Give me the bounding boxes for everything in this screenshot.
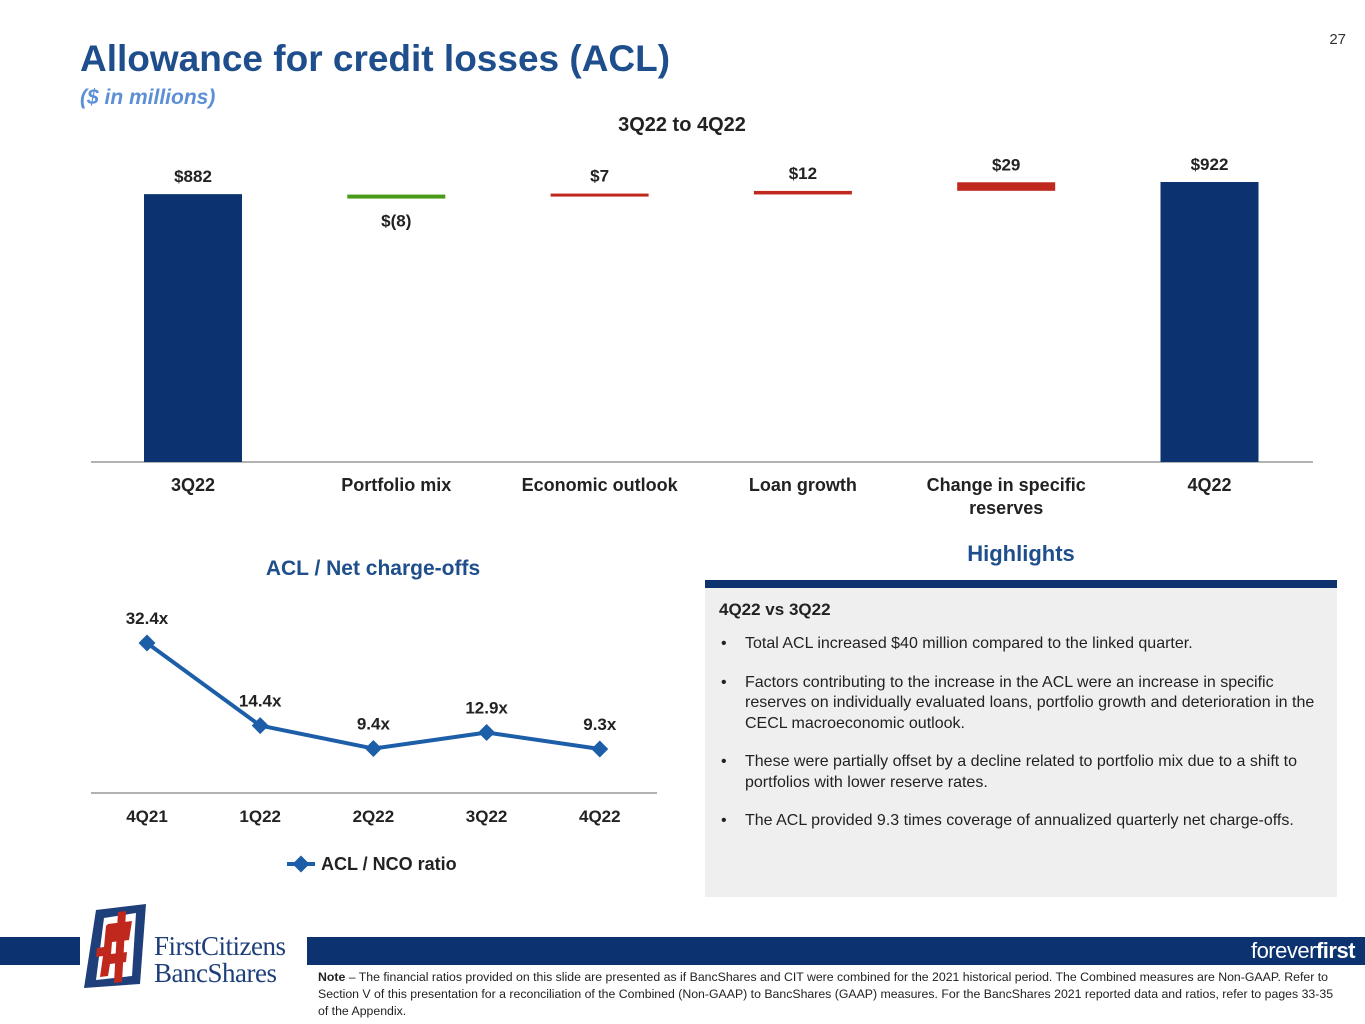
footer-bar [307,937,1365,965]
data-label: 9.3x [583,715,617,734]
x-tick-label: 3Q22 [466,807,508,826]
data-point-marker [364,740,382,758]
acl-nco-line-chart: ACL / Net charge-offs 32.4x 4Q21 14.4x 1Q22 9… [91,557,657,874]
first-citizens-logo-icon [84,904,146,988]
waterfall-bar [1160,182,1259,462]
data-point-marker [591,740,609,758]
waterfall-bar [753,190,852,195]
waterfall-category-label: Change in specific [927,475,1086,495]
logo-line2: BancShares [154,958,277,988]
data-label: 32.4x [126,609,169,628]
tagline: foreverfirst [1250,938,1356,964]
waterfall-value-label: $12 [789,164,817,183]
waterfall-value-label: $29 [992,155,1020,174]
waterfall-bar [347,194,446,199]
highlights-top-bar [705,580,1337,588]
waterfall-chart: 3Q22 to 4Q22 $882 3Q22 $(8) Portfolio mix $7 E… [91,114,1313,518]
highlights-panel: 4Q22 vs 3Q22 Total ACL increased $40 mil… [705,588,1337,897]
tagline-forever: forever [1250,938,1316,963]
logo-wordmark: FirstCitizens BancShares [154,933,286,987]
footer-bar-left [0,937,80,965]
waterfall-bar [550,193,649,197]
data-label: 12.9x [465,698,508,717]
waterfall-category-label: reserves [969,498,1043,518]
data-point-marker [138,634,156,652]
waterfall-category-label: 4Q22 [1187,475,1231,495]
logo-line1: FirstCitizens [154,931,286,961]
waterfall-value-label: $882 [174,167,212,186]
footnote-label: Note [318,970,346,984]
line-chart-title: ACL / Net charge-offs [266,557,480,580]
waterfall-value-label: $(8) [381,212,411,231]
waterfall-value-label: $922 [1191,155,1229,174]
page-number: 27 [1329,31,1346,48]
waterfall-category-label: Economic outlook [522,475,679,495]
highlights-list: Total ACL increased $40 million compared… [719,634,1321,832]
waterfall-title: 3Q22 to 4Q22 [618,114,746,136]
waterfall-bar [144,194,242,462]
x-tick-label: 1Q22 [239,807,281,826]
waterfall-bar [957,182,1056,191]
page-title: Allowance for credit losses (ACL) [80,38,671,79]
waterfall-category-label: 3Q22 [171,475,215,495]
data-point-marker [251,717,269,735]
legend-label: ACL / NCO ratio [321,854,457,874]
highlights-title: Highlights [967,541,1075,566]
highlight-bullet: The ACL provided 9.3 times coverage of a… [719,811,1321,832]
x-tick-label: 2Q22 [353,807,395,826]
footnote: Note – The financial ratios provided on … [318,969,1338,1020]
legend-marker-swatch [292,855,310,873]
highlight-bullet: Factors contributing to the increase in … [719,673,1321,735]
x-tick-label: 4Q21 [126,807,168,826]
x-tick-label: 4Q22 [579,807,621,826]
waterfall-value-label: $7 [590,167,609,186]
highlight-bullet: Total ACL increased $40 million compared… [719,634,1321,655]
tagline-first: first [1315,938,1356,963]
waterfall-category-label: Loan growth [749,475,857,495]
data-label: 9.4x [357,715,391,734]
data-label: 14.4x [239,692,282,711]
waterfall-category-label: Portfolio mix [341,475,451,495]
highlight-bullet: These were partially offset by a decline… [719,752,1321,793]
page-subtitle: ($ in millions) [80,86,216,109]
data-point-marker [478,723,496,741]
footnote-text: – The financial ratios provided on this … [318,970,1334,1018]
highlights-subheading: 4Q22 vs 3Q22 [719,600,831,619]
